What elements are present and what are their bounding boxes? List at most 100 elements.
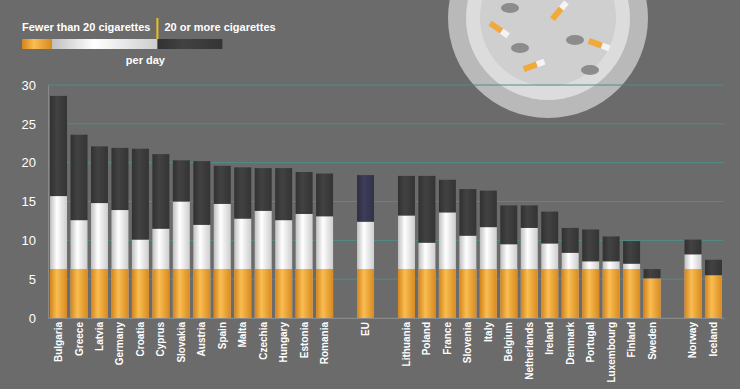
x-tick: Denmark bbox=[565, 318, 576, 365]
butt-paper bbox=[536, 59, 546, 67]
y-tick: 30 bbox=[22, 78, 48, 93]
x-tick: Germany bbox=[114, 318, 125, 365]
bar-filter bbox=[541, 269, 558, 318]
legend-label: 20 or more cigarettes bbox=[164, 21, 275, 33]
x-tick: Hungary bbox=[278, 318, 289, 363]
bar-segment bbox=[316, 216, 333, 318]
y-tick: 0 bbox=[29, 311, 48, 326]
x-tick-label: Denmark bbox=[565, 322, 576, 365]
x-tick: Austria bbox=[196, 318, 207, 356]
x-axis: Bulgaria Greece Latvia Germany Croatia Cyprus… bbox=[49, 318, 725, 383]
bar-segment bbox=[111, 148, 128, 210]
bar-segment bbox=[500, 205, 517, 244]
bar-segment bbox=[132, 240, 149, 318]
grid-line bbox=[48, 279, 724, 280]
bar-filter bbox=[152, 269, 169, 318]
x-tick: Finland bbox=[626, 318, 637, 358]
bar-filter bbox=[214, 269, 231, 318]
bar-segment bbox=[214, 166, 231, 204]
ashtray-bowl bbox=[480, 0, 616, 86]
bar-filter bbox=[316, 269, 333, 318]
y-axis: 051015202530 bbox=[22, 78, 49, 326]
y-tick-label: 0 bbox=[29, 311, 36, 326]
y-tick: 15 bbox=[22, 194, 48, 209]
bar-filter bbox=[459, 269, 476, 318]
x-tick-label: Romania bbox=[319, 322, 330, 365]
annotation: per day bbox=[126, 54, 166, 66]
bar-filter bbox=[132, 269, 149, 318]
grid bbox=[48, 85, 724, 318]
bar-segment bbox=[705, 275, 722, 318]
bar-segment bbox=[500, 244, 517, 318]
bar-filter bbox=[480, 269, 497, 318]
x-tick-label: Iceland bbox=[708, 322, 719, 356]
y-tick-label: 20 bbox=[22, 155, 36, 170]
butt-filter bbox=[488, 21, 503, 34]
bar-segment bbox=[111, 210, 128, 318]
bar-segment bbox=[173, 160, 190, 201]
x-tick-label: Italy bbox=[483, 322, 494, 342]
bar-segment bbox=[459, 189, 476, 236]
y-tick-label: 15 bbox=[22, 194, 36, 209]
x-tick: Sweden bbox=[647, 318, 658, 360]
y-tick-label: 25 bbox=[22, 116, 36, 131]
x-tick: Iceland bbox=[708, 318, 719, 356]
bar-segment bbox=[398, 215, 415, 318]
grid-line bbox=[48, 201, 724, 202]
ashtray-rim bbox=[448, 0, 648, 118]
bar-segment bbox=[582, 229, 599, 261]
ashtray bbox=[448, 0, 648, 118]
x-tick-label: Latvia bbox=[94, 322, 105, 351]
x-tick: Netherlands bbox=[524, 318, 535, 380]
x-tick: EU bbox=[360, 318, 371, 336]
x-tick: Greece bbox=[74, 318, 85, 356]
bar-filter bbox=[296, 269, 313, 318]
bar-segment bbox=[685, 240, 702, 255]
bar-filter bbox=[623, 269, 640, 318]
cigarette-butt bbox=[488, 21, 509, 39]
x-tick-label: Lithuania bbox=[401, 322, 412, 367]
bar-segment bbox=[418, 243, 435, 318]
bar-filter bbox=[255, 269, 272, 318]
bar-filter bbox=[705, 275, 722, 318]
bar-filter bbox=[234, 269, 251, 318]
bar-segment bbox=[193, 161, 210, 225]
y-tick: 10 bbox=[22, 233, 48, 248]
x-tick: Belgium bbox=[503, 318, 514, 361]
bar-filter bbox=[603, 269, 620, 318]
x-tick: Portugal bbox=[585, 318, 596, 363]
x-tick-label: Greece bbox=[74, 322, 85, 356]
x-tick: Luxembourg bbox=[606, 318, 617, 383]
x-tick-label: Finland bbox=[626, 322, 637, 358]
y-axis-line bbox=[48, 86, 49, 319]
butt-filter bbox=[550, 7, 564, 22]
bar-segment bbox=[562, 228, 579, 253]
x-tick-label: Croatia bbox=[135, 322, 146, 357]
bar-segment bbox=[234, 167, 251, 218]
bar-filter bbox=[91, 269, 108, 318]
bar-segment bbox=[439, 180, 456, 213]
bar-segment bbox=[603, 236, 620, 261]
x-tick-label: Netherlands bbox=[524, 322, 535, 380]
bar-segment bbox=[418, 176, 435, 243]
x-tick: Latvia bbox=[94, 318, 105, 351]
bar-segment bbox=[623, 264, 640, 318]
bar-segment bbox=[623, 241, 640, 264]
bar-segment bbox=[541, 243, 558, 318]
bar-filter bbox=[173, 269, 190, 318]
bar-segment bbox=[316, 174, 333, 217]
x-tick: Cyprus bbox=[155, 318, 166, 356]
bar-segment bbox=[50, 96, 67, 196]
bar-segment bbox=[357, 175, 374, 222]
grid-line bbox=[48, 123, 724, 124]
legend-swatch bbox=[157, 39, 222, 49]
bar-filter bbox=[275, 269, 292, 318]
bar-filter bbox=[357, 269, 374, 318]
chart: 051015202530BulgariaGreeceLatviaGermanyC… bbox=[0, 0, 740, 389]
x-tick-label: Bulgaria bbox=[53, 322, 64, 362]
butt-paper bbox=[559, 0, 569, 10]
y-tick: 25 bbox=[22, 116, 48, 131]
x-tick-label: Slovakia bbox=[176, 322, 187, 363]
grid-line bbox=[48, 162, 724, 163]
series-0 bbox=[50, 196, 722, 318]
